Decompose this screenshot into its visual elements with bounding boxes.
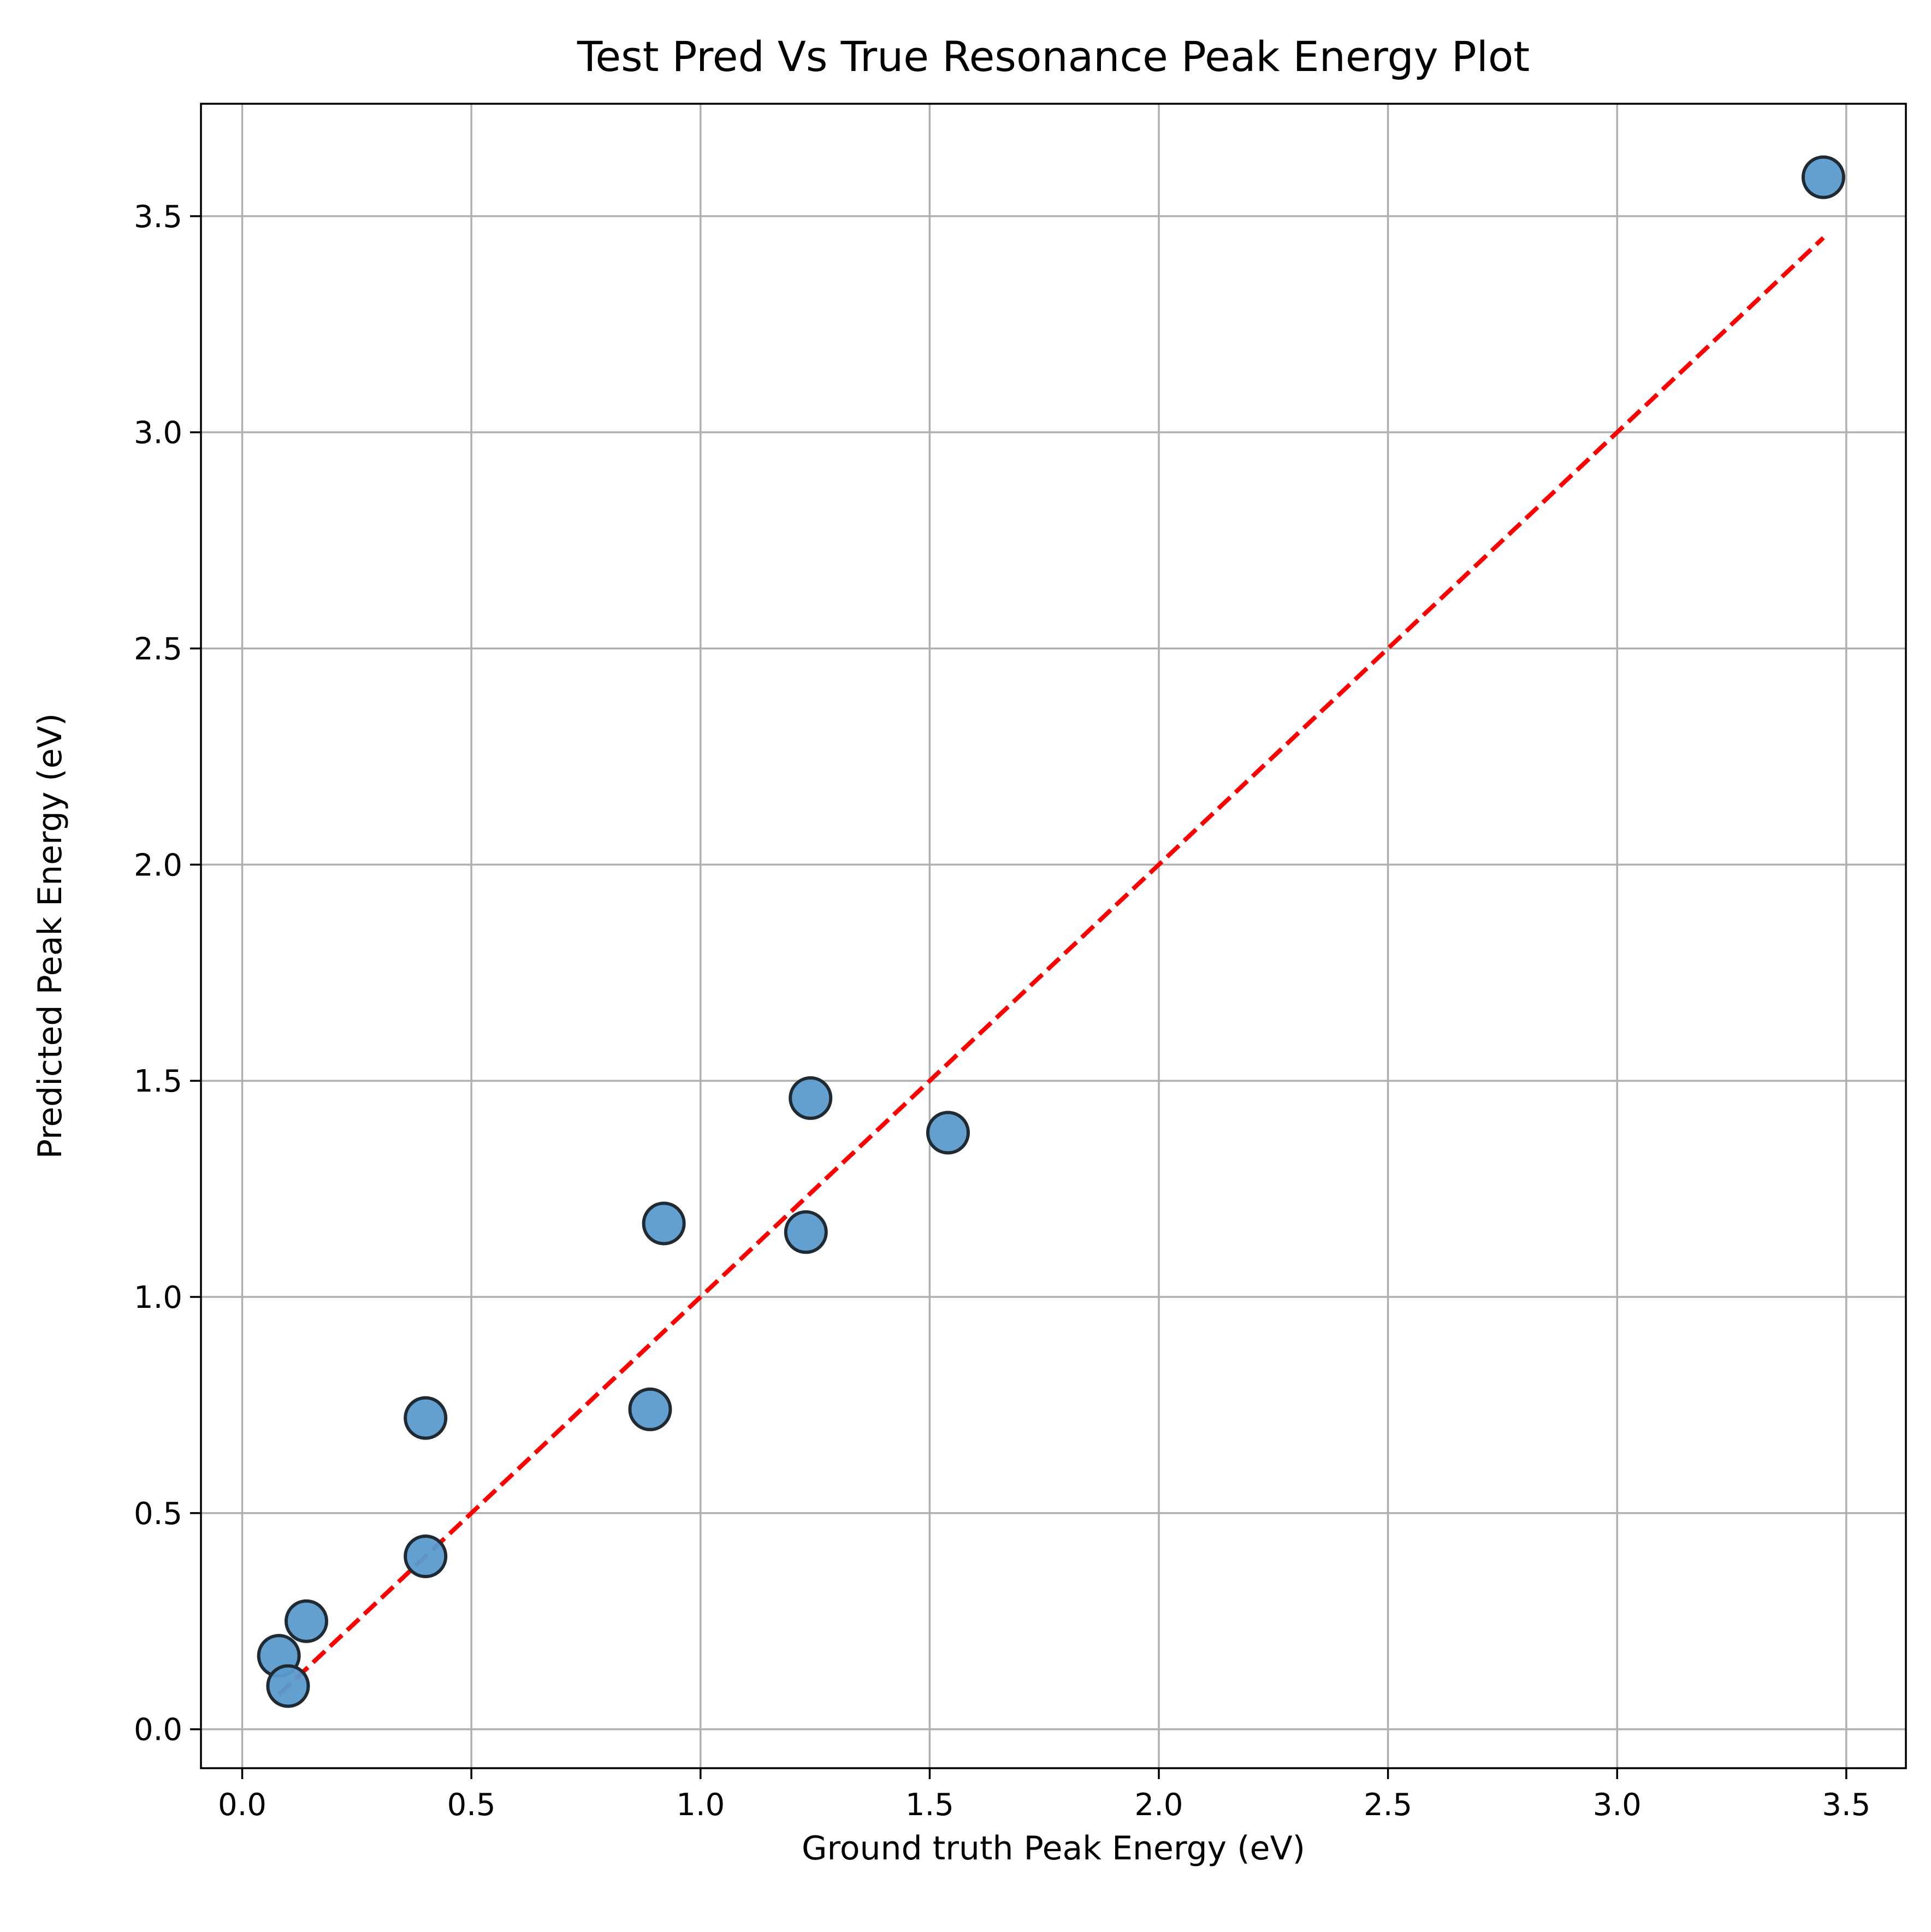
x-tick-label: 3.0 [1593, 1787, 1642, 1823]
x-axis-label: Ground truth Peak Energy (eV) [802, 1829, 1305, 1868]
data-point [404, 1534, 448, 1579]
reference-line [277, 236, 1825, 1697]
data-point [285, 1599, 329, 1643]
axes-frame [200, 103, 1907, 1769]
data-point [1801, 155, 1845, 199]
y-axis-label: Predicted Peak Energy (eV) [31, 713, 69, 1159]
y-tick-label: 0.0 [134, 1712, 182, 1748]
y-tick-label: 1.0 [134, 1280, 182, 1315]
data-point [784, 1210, 828, 1254]
x-tick-label: 1.5 [905, 1787, 954, 1823]
x-axis-ticks: 0.0 0.5 1.0 1.5 2.0 2.5 3.0 3.5 [218, 1768, 1870, 1823]
x-tick-label: 1.0 [676, 1787, 725, 1823]
data-point [266, 1664, 310, 1708]
data-point [926, 1111, 970, 1155]
reference-line-group [277, 236, 1825, 1697]
data-points [257, 155, 1845, 1708]
x-tick-label: 3.5 [1822, 1787, 1870, 1823]
data-point [642, 1201, 686, 1246]
y-axis-ticks: 0.0 0.5 1.0 1.5 2.0 2.5 3.0 3.5 [134, 199, 201, 1748]
x-tick-label: 2.5 [1364, 1787, 1412, 1823]
x-tick-label: 2.0 [1134, 1787, 1183, 1823]
x-tick-label: 0.0 [218, 1787, 266, 1823]
y-tick-label: 2.0 [134, 848, 182, 883]
y-tick-label: 3.0 [134, 416, 182, 451]
y-tick-label: 0.5 [134, 1496, 182, 1532]
data-point [789, 1076, 833, 1120]
x-tick-label: 0.5 [447, 1787, 496, 1823]
data-point [404, 1396, 448, 1440]
y-tick-label: 2.5 [134, 632, 182, 667]
grid [201, 104, 1906, 1768]
data-point [628, 1387, 672, 1431]
chart-title: Test Pred Vs True Resonance Peak Energy … [577, 32, 1530, 81]
y-tick-label: 1.5 [134, 1064, 182, 1099]
plot-area [201, 104, 1906, 1768]
y-tick-label: 3.5 [134, 199, 182, 235]
